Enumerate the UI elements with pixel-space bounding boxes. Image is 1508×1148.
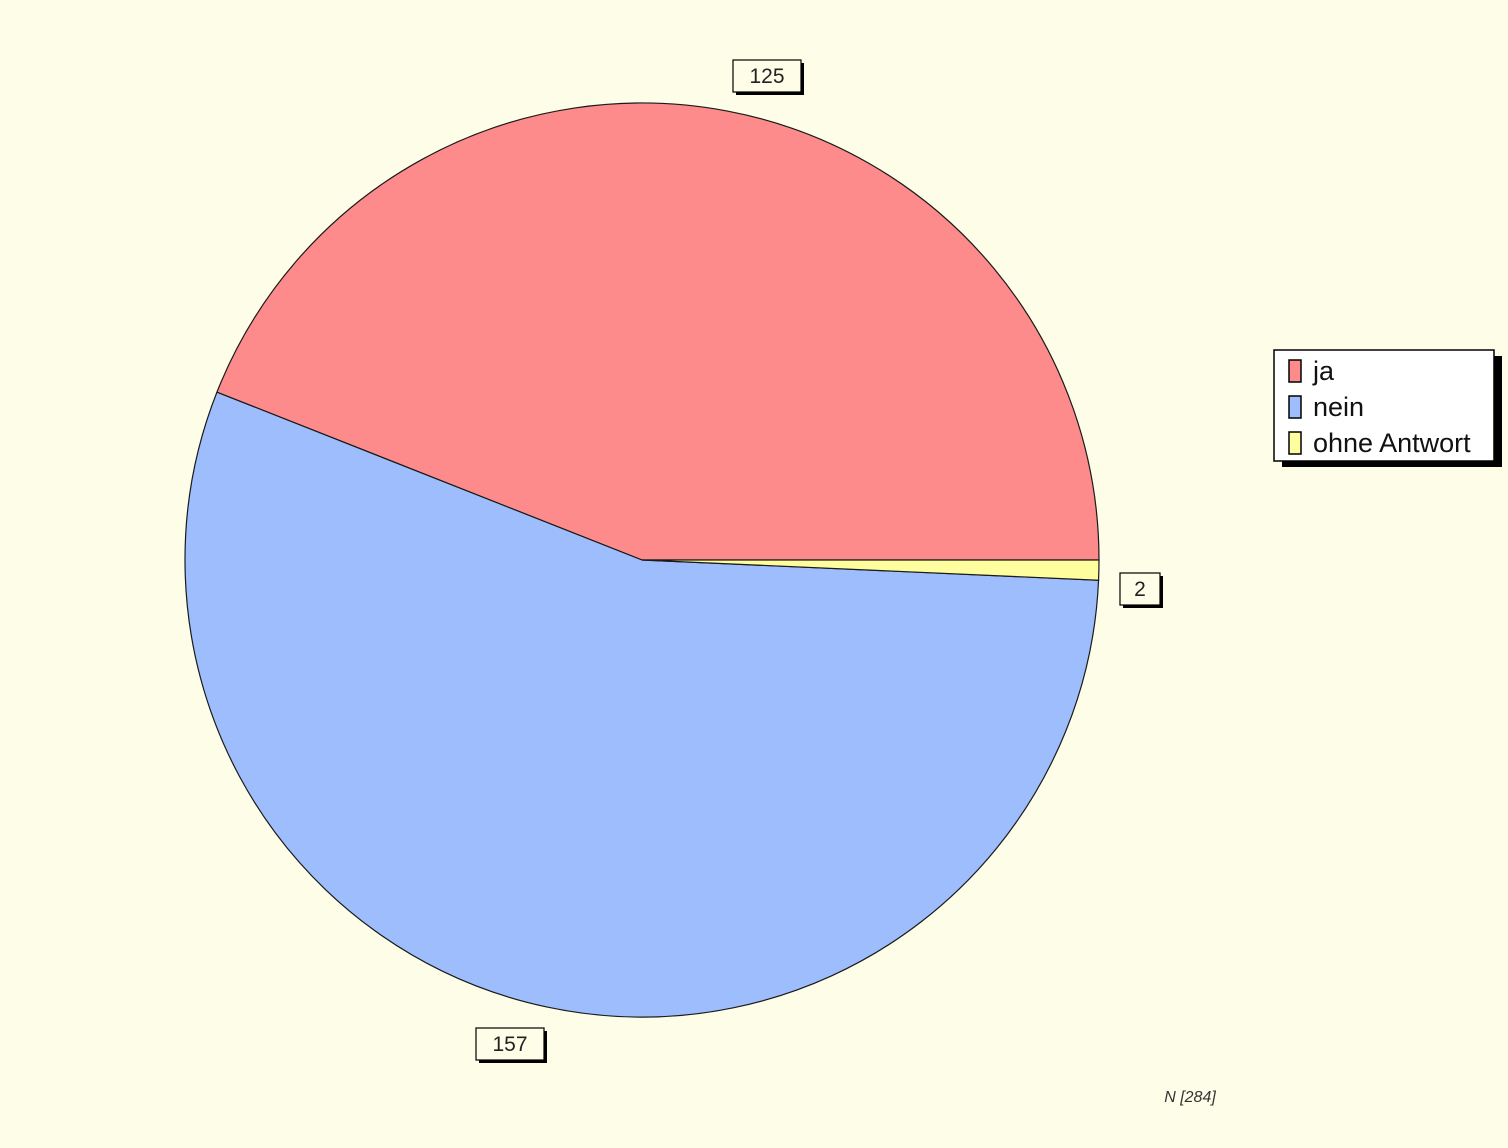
data-label-value: 157 [492,1033,527,1056]
data-labels: 125 157 2 [475,59,1163,1063]
data-label-value: 2 [1134,578,1146,601]
slice-nein [184,391,1100,1018]
data-label-nein: 157 [475,1027,547,1063]
sample-size-note: N [284] [1164,1089,1216,1106]
legend: ja nein ohne Antwort [1273,349,1502,467]
legend-label-nein: nein [1313,392,1364,422]
legend-items: ja nein ohne Antwort [1288,356,1471,458]
data-label-box [475,1027,545,1061]
data-label-box [1119,572,1161,606]
legend-label-ohne-antwort: ohne Antwort [1313,428,1471,458]
slice-ja [216,102,1100,561]
data-label-value: 125 [749,65,784,88]
slice-ohne-antwort [641,559,1100,581]
data-label-ja: 125 [732,59,804,95]
legend-label-ja: ja [1312,356,1335,386]
data-label-box [732,59,802,93]
legend-swatch-ja [1288,359,1302,383]
pie-slices [184,102,1100,1018]
legend-swatch-nein [1288,395,1302,419]
legend-box [1273,349,1495,462]
legend-swatch-ohne-antwort [1288,431,1302,455]
data-label-ohne-antwort: 2 [1119,572,1163,608]
